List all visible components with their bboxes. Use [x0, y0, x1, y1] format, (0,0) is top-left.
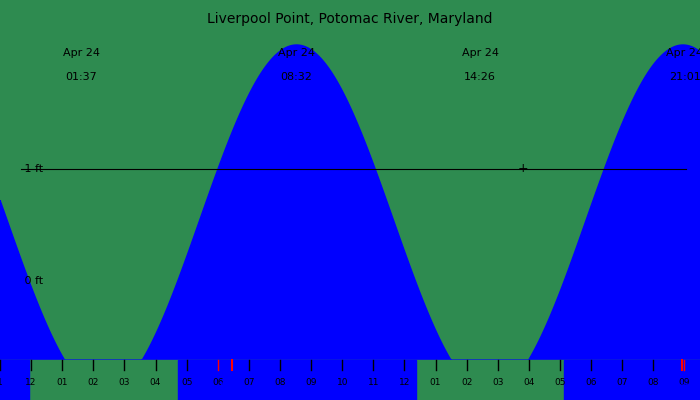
Text: 08: 08 — [648, 378, 659, 387]
Text: 1 ft: 1 ft — [21, 164, 47, 174]
Text: 12: 12 — [25, 378, 37, 387]
Text: 09: 09 — [679, 378, 690, 387]
Text: 01: 01 — [430, 378, 441, 387]
Text: 02: 02 — [461, 378, 472, 387]
Bar — [680, 0, 700, 360]
Text: Apr 24: Apr 24 — [63, 48, 100, 58]
Text: +: + — [517, 162, 528, 175]
Text: 03: 03 — [492, 378, 503, 387]
Text: 1: 1 — [0, 378, 3, 387]
Text: 21:01: 21:01 — [669, 72, 700, 82]
Text: 12: 12 — [399, 378, 410, 387]
Text: 08:32: 08:32 — [281, 72, 312, 82]
Text: 03: 03 — [119, 378, 130, 387]
Text: 09: 09 — [305, 378, 317, 387]
Text: 0 ft: 0 ft — [21, 276, 47, 286]
Text: 01:37: 01:37 — [66, 72, 97, 82]
Bar — [0, 360, 29, 400]
Text: Apr 24: Apr 24 — [278, 48, 315, 58]
Text: 06: 06 — [212, 378, 223, 387]
Text: 11: 11 — [368, 378, 379, 387]
Polygon shape — [0, 45, 700, 394]
Text: 06: 06 — [585, 378, 597, 387]
Text: 08: 08 — [274, 378, 286, 387]
Text: 04: 04 — [150, 378, 161, 387]
Text: 02: 02 — [88, 378, 99, 387]
Text: 04: 04 — [523, 378, 535, 387]
Text: 07: 07 — [617, 378, 628, 387]
Text: 10: 10 — [337, 378, 348, 387]
Text: 01: 01 — [57, 378, 68, 387]
Text: Liverpool Point, Potomac River, Maryland: Liverpool Point, Potomac River, Maryland — [207, 12, 493, 26]
Text: 05: 05 — [181, 378, 192, 387]
Text: Mrise: Mrise — [669, 382, 696, 392]
Text: 14:26: 14:26 — [464, 72, 496, 82]
Text: Apr 24: Apr 24 — [666, 48, 700, 58]
Text: 07: 07 — [243, 378, 255, 387]
Text: 05: 05 — [554, 378, 566, 387]
Text: Mset: Mset — [220, 382, 244, 392]
Text: Apr 24: Apr 24 — [461, 48, 498, 58]
